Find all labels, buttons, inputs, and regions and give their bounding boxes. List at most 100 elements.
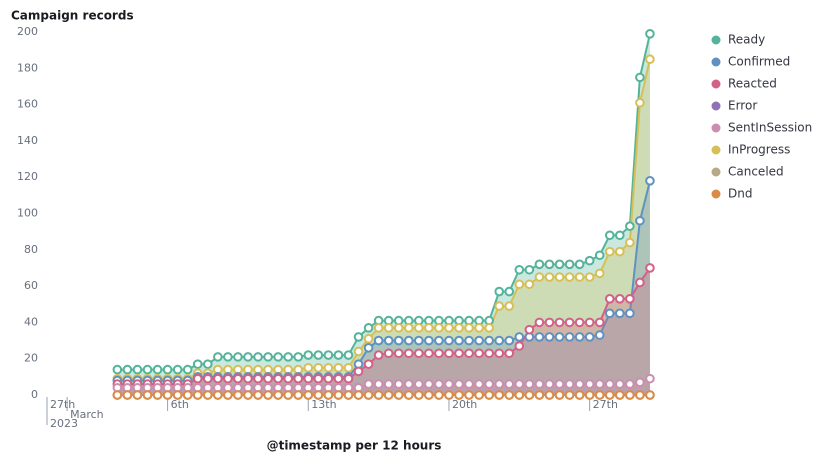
area xyxy=(117,33,650,395)
point xyxy=(645,176,655,186)
point xyxy=(564,390,575,400)
y-tick-label: 80 xyxy=(24,243,38,256)
point xyxy=(454,323,464,333)
point xyxy=(504,335,515,346)
point xyxy=(554,272,565,282)
point xyxy=(594,317,605,328)
y-tick-label: 200 xyxy=(17,25,38,38)
point xyxy=(424,390,434,400)
legend-marker xyxy=(711,123,721,133)
point xyxy=(564,332,575,342)
point xyxy=(635,72,645,83)
y-tick-label: 40 xyxy=(24,315,38,328)
point xyxy=(494,390,505,400)
point xyxy=(343,350,354,360)
point xyxy=(504,301,515,311)
point xyxy=(223,352,233,362)
point xyxy=(363,333,374,344)
legend-label: Confirmed xyxy=(728,55,790,69)
point xyxy=(615,230,625,241)
point xyxy=(524,264,535,275)
point xyxy=(373,379,384,389)
point xyxy=(363,359,374,369)
legend-marker xyxy=(711,145,721,155)
point xyxy=(454,379,464,389)
point xyxy=(313,350,324,360)
point xyxy=(645,373,655,384)
legend-marker xyxy=(711,189,721,199)
point xyxy=(615,294,625,304)
point xyxy=(403,323,414,333)
point xyxy=(182,390,193,400)
point xyxy=(574,259,585,270)
point xyxy=(554,259,565,270)
point xyxy=(223,390,233,400)
x-tick-label: 27th xyxy=(50,398,75,411)
point xyxy=(635,377,645,388)
point xyxy=(484,335,494,346)
point xyxy=(604,379,615,389)
point xyxy=(444,379,454,389)
point xyxy=(504,286,515,297)
point xyxy=(625,221,635,232)
point xyxy=(373,335,384,346)
point xyxy=(403,379,414,389)
point xyxy=(383,335,394,346)
point xyxy=(574,317,585,328)
point xyxy=(615,308,625,319)
y-tick-label: 100 xyxy=(17,207,38,220)
point xyxy=(213,352,223,362)
point xyxy=(373,390,384,400)
point xyxy=(283,352,293,362)
point xyxy=(584,272,595,282)
x-axis-title: @timestamp per 12 hours xyxy=(267,439,442,453)
area xyxy=(117,267,650,395)
point xyxy=(383,390,394,400)
point xyxy=(534,332,545,342)
point xyxy=(544,272,555,282)
point xyxy=(484,348,494,359)
point xyxy=(464,348,474,359)
point xyxy=(434,379,444,389)
point xyxy=(514,264,525,275)
point xyxy=(625,237,635,248)
point xyxy=(353,390,364,400)
point xyxy=(574,272,585,282)
point xyxy=(584,317,595,328)
point xyxy=(172,390,183,400)
point xyxy=(454,335,464,346)
point xyxy=(514,341,525,351)
y-tick-label: 140 xyxy=(17,134,38,147)
point xyxy=(162,390,173,400)
point xyxy=(323,373,334,384)
point xyxy=(584,379,595,389)
point xyxy=(564,259,575,270)
point xyxy=(273,390,283,400)
point xyxy=(333,390,344,400)
legend-label: Error xyxy=(728,99,757,113)
point xyxy=(313,362,324,373)
point xyxy=(152,364,163,375)
point xyxy=(534,390,545,400)
point xyxy=(594,390,605,400)
point xyxy=(615,246,625,257)
point xyxy=(122,364,133,375)
point xyxy=(213,390,223,400)
point xyxy=(393,323,404,333)
point xyxy=(434,348,444,359)
point xyxy=(444,390,454,400)
point xyxy=(414,335,424,346)
point xyxy=(112,390,123,400)
point xyxy=(524,379,535,389)
y-tick-label: 0 xyxy=(31,388,38,401)
point xyxy=(353,346,364,357)
x-tick-label: 27th xyxy=(593,398,618,411)
legend-marker xyxy=(711,35,721,45)
legend-marker xyxy=(711,79,721,89)
point xyxy=(574,379,585,389)
point xyxy=(343,390,354,400)
point xyxy=(132,364,143,375)
point xyxy=(534,259,545,270)
point xyxy=(524,324,535,335)
